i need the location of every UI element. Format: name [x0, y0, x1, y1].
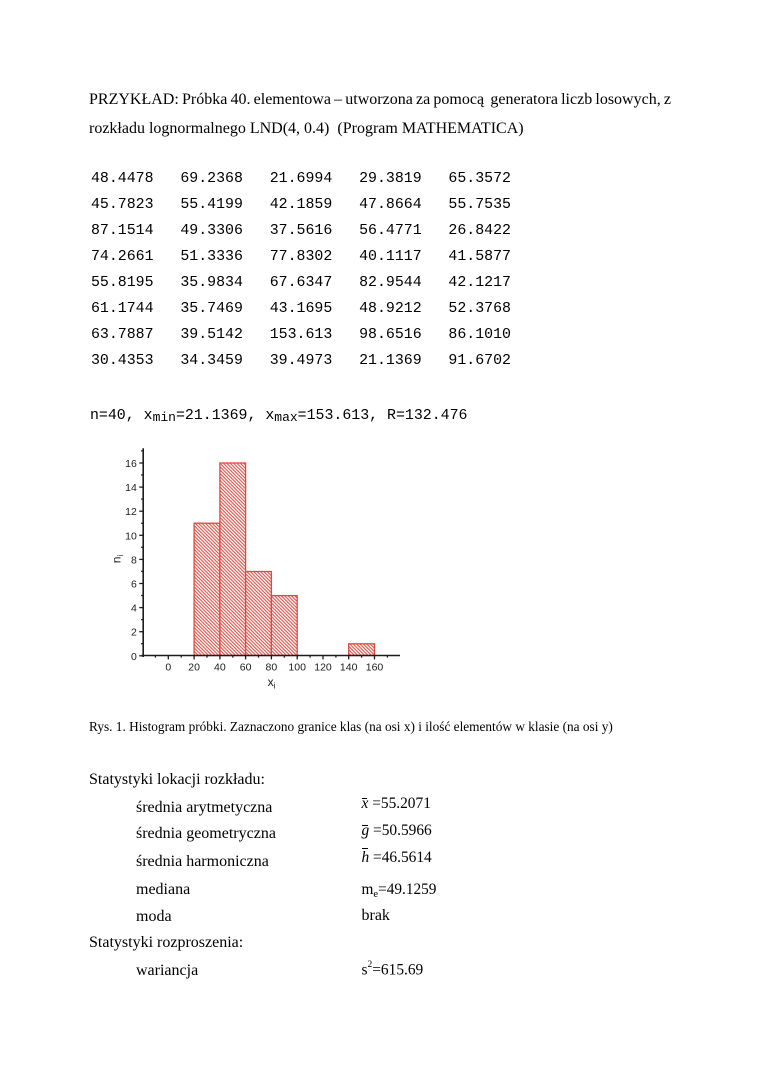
svg-text:8: 8: [131, 554, 137, 566]
svg-text:xi: xi: [268, 675, 276, 691]
svg-text:120: 120: [314, 662, 332, 674]
svg-text:40: 40: [214, 662, 226, 674]
svg-text:16: 16: [125, 458, 137, 470]
svg-text:160: 160: [366, 662, 384, 674]
svg-text:20: 20: [188, 662, 200, 674]
svg-text:100: 100: [288, 662, 306, 674]
svg-text:0: 0: [165, 662, 171, 674]
svg-text:6: 6: [131, 579, 137, 591]
svg-text:4: 4: [131, 603, 137, 615]
svg-text:ni: ni: [110, 555, 126, 564]
svg-text:140: 140: [340, 662, 358, 674]
svg-text:60: 60: [240, 662, 252, 674]
svg-text:12: 12: [125, 506, 137, 518]
svg-text:14: 14: [125, 482, 137, 494]
svg-text:2: 2: [131, 627, 137, 639]
svg-text:10: 10: [125, 530, 137, 542]
svg-text:0: 0: [131, 651, 137, 663]
svg-text:80: 80: [266, 662, 278, 674]
